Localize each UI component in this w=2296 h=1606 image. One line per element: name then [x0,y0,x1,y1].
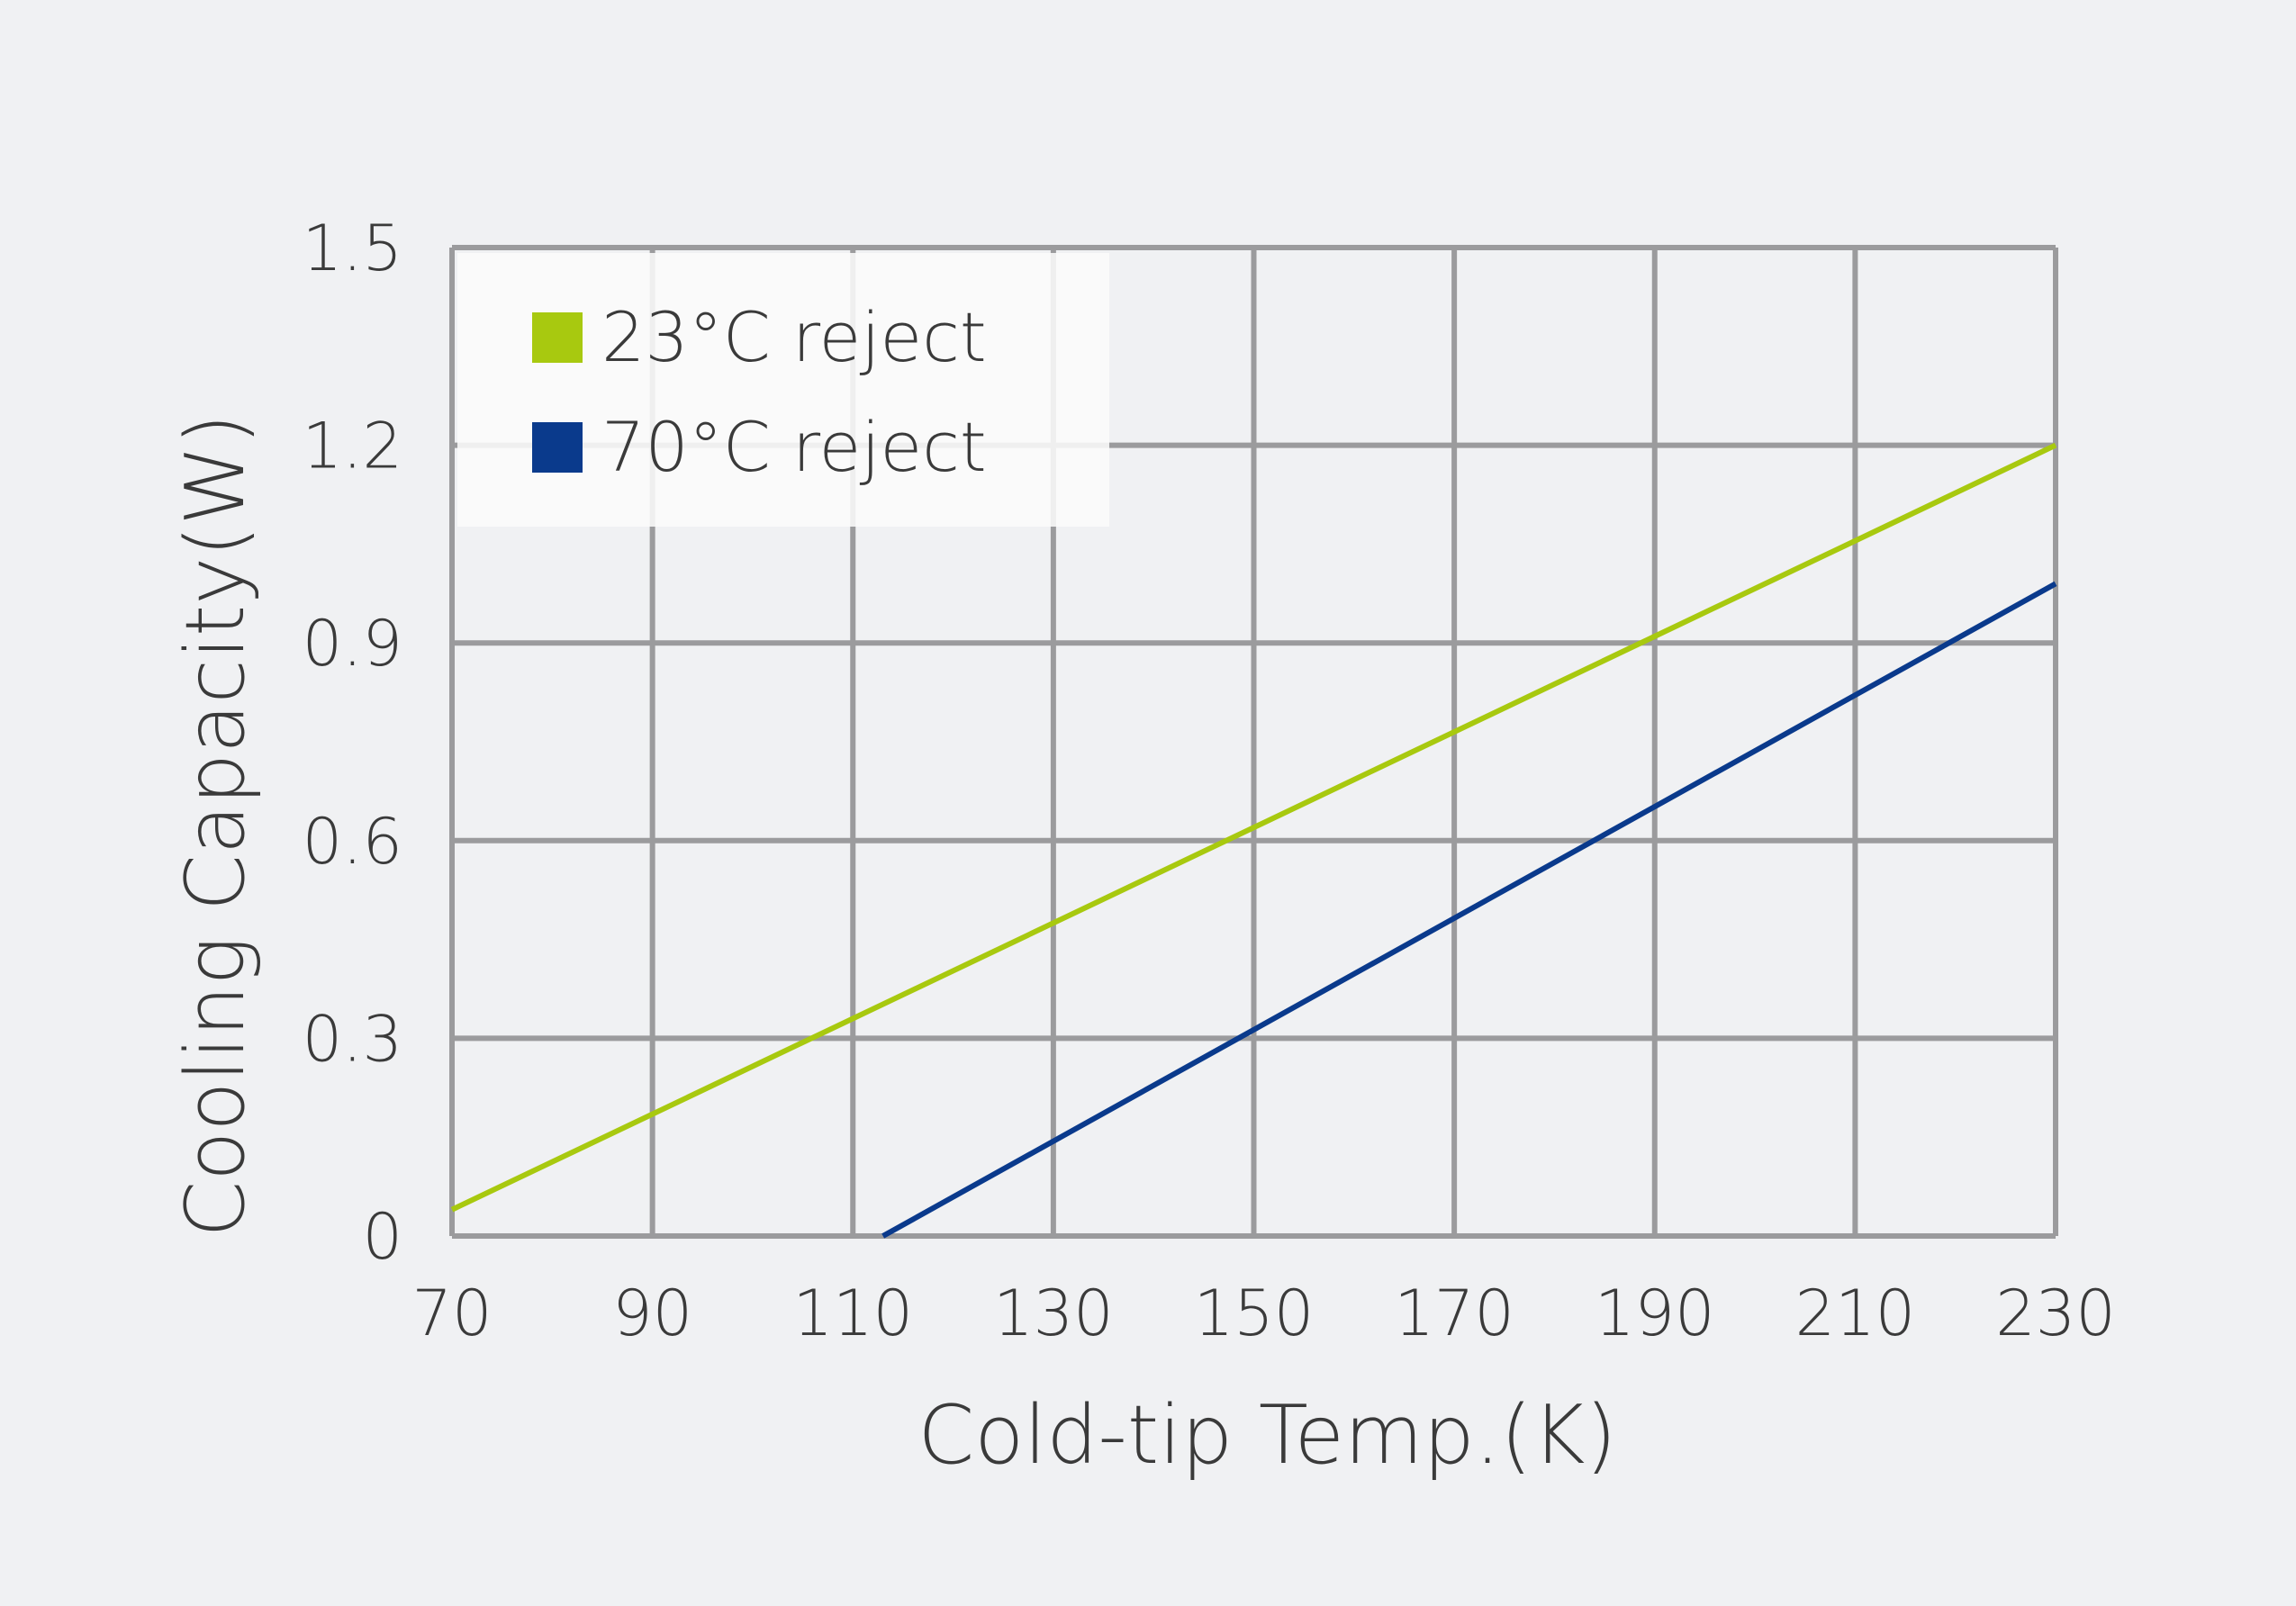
series-line-2 [881,581,2057,1239]
x-tick-label: 110 [792,1277,913,1350]
legend: 23°C reject 70°C reject [532,297,987,487]
y-tick-label: 0.3 [303,1002,402,1076]
y-tick-label: 0.6 [303,805,402,879]
x-tick-label: 230 [1995,1277,2116,1350]
grid [449,245,2058,1239]
legend-label-2: 70°C reject [601,407,987,487]
x-tick-label: 90 [612,1277,692,1350]
x-tick-label: 190 [1595,1277,1715,1350]
x-tick-label: 70 [411,1277,492,1350]
y-axis-ticks: 0 0.3 0.6 0.9 1.2 1.5 [303,212,402,1274]
y-tick-label: 1.2 [303,410,402,483]
y-tick-label: 0.9 [303,607,402,681]
y-axis-title: Cooling Capacity(W) [168,413,263,1237]
x-tick-label: 210 [1795,1277,1916,1350]
x-axis-ticks: 70 90 110 130 150 170 190 210 230 [411,1277,2115,1350]
y-tick-label: 0 [362,1200,402,1274]
x-axis-title: Cold-tip Temp.(K) [917,1388,1616,1483]
x-tick-label: 150 [1194,1277,1315,1350]
series-line-1 [450,442,2057,1213]
legend-swatch-2 [532,422,583,473]
legend-label-1: 23°C reject [601,297,987,377]
series-lines [450,442,2057,1239]
x-tick-label: 130 [993,1277,1114,1350]
x-tick-label: 170 [1394,1277,1514,1350]
legend-background [457,253,1109,527]
legend-swatch-1 [532,312,583,363]
legend-box [457,253,1109,527]
y-tick-label: 1.5 [303,212,402,285]
